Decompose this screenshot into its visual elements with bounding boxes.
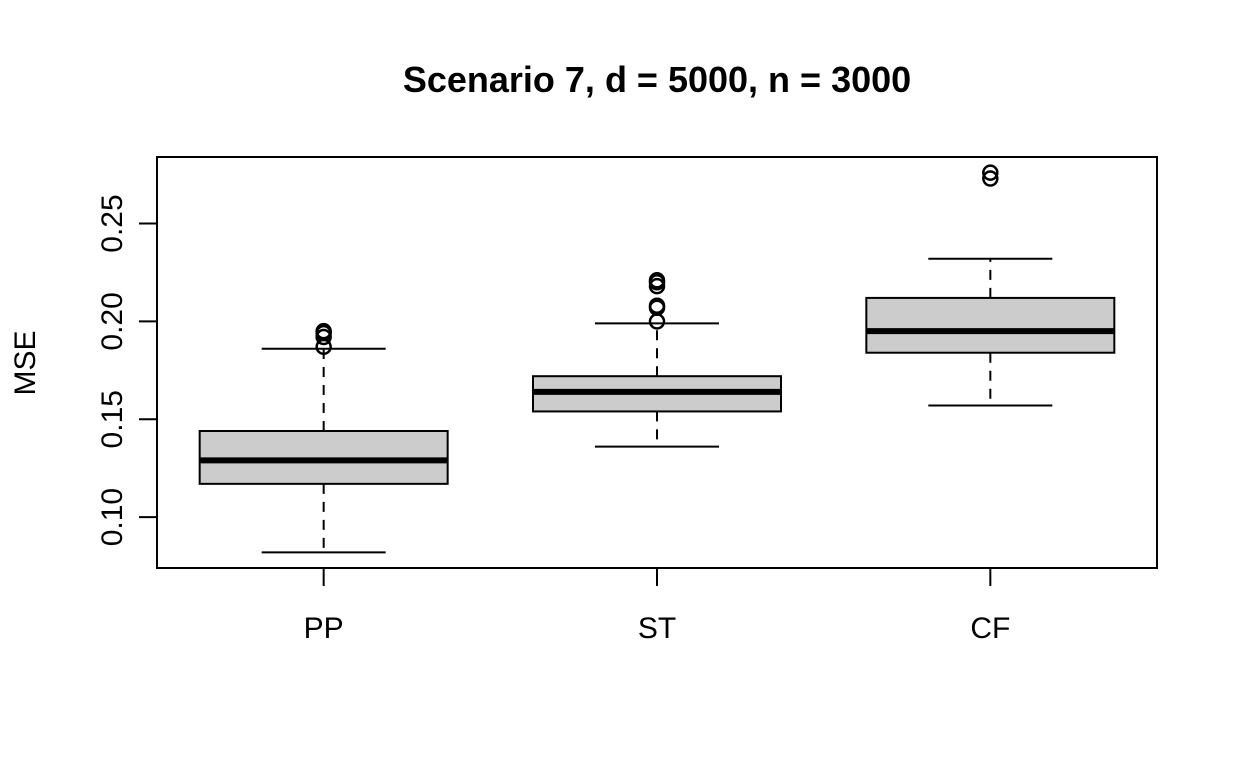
outlier-point (315, 322, 332, 340)
y-axis-label: MSE (9, 330, 42, 395)
outlier-point (648, 272, 666, 289)
outlier-point (982, 164, 999, 181)
x-tick-label: CF (970, 612, 1010, 645)
plot-area: 0.10 0.15 0.20 0.25 PP ST CF (96, 156, 1158, 645)
y-tick-label: 0.15 (96, 390, 129, 448)
chart-title: Scenario 7, d = 5000, n = 3000 (403, 59, 911, 100)
box (865, 296, 1116, 354)
y-tick-label: 0.10 (96, 488, 129, 546)
outlier-point (648, 297, 666, 314)
outlier-point (982, 170, 999, 187)
x-tick-label: PP (304, 612, 344, 645)
plot-frame (156, 156, 1158, 569)
x-tick-label: ST (638, 612, 676, 645)
y-tick-label: 0.20 (96, 292, 129, 350)
outlier-point (648, 313, 666, 330)
y-tick-label: 0.25 (96, 194, 129, 252)
